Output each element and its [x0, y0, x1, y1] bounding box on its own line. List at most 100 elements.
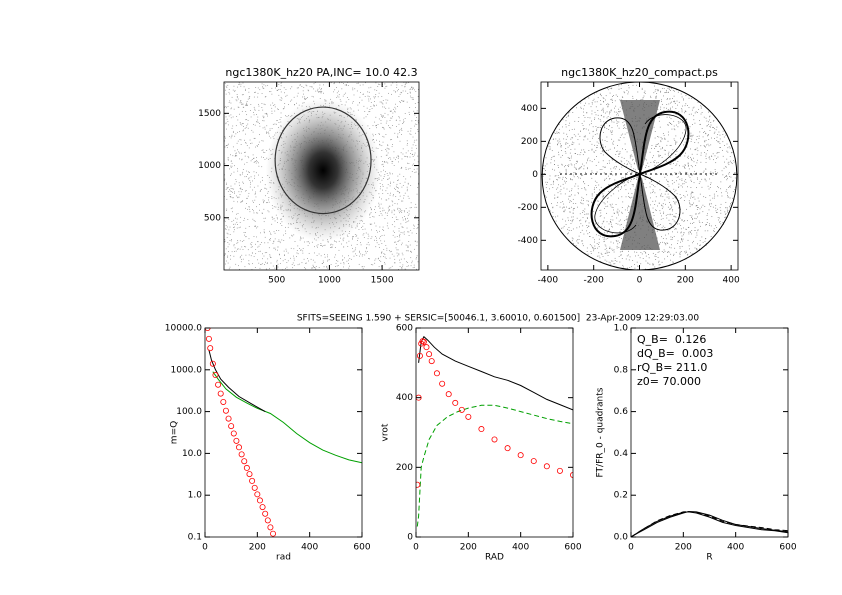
noise [406, 221, 408, 223]
noise [631, 171, 633, 173]
noise [676, 176, 678, 178]
noise [678, 183, 680, 185]
noise [292, 262, 294, 264]
noise [338, 96, 340, 98]
noise [415, 107, 416, 108]
noise [600, 209, 602, 211]
noise [382, 207, 384, 209]
noise [594, 187, 595, 189]
noise [648, 257, 650, 259]
noise [312, 259, 314, 261]
noise [684, 155, 686, 157]
noise [625, 196, 627, 198]
noise [672, 183, 674, 185]
noise [247, 123, 249, 125]
data-point [243, 464, 250, 471]
noise [621, 223, 622, 225]
noise [270, 91, 272, 93]
noise [704, 230, 706, 232]
noise [262, 140, 264, 142]
noise [657, 229, 658, 231]
noise [660, 141, 662, 143]
noise [385, 133, 387, 135]
noise [598, 246, 600, 248]
noise [588, 157, 590, 159]
noise [268, 199, 269, 201]
noise [406, 211, 408, 213]
noise [274, 87, 276, 89]
noise [267, 115, 268, 117]
noise [656, 93, 658, 94]
noise [649, 186, 651, 188]
noise [562, 183, 564, 185]
noise [726, 189, 728, 191]
noise [320, 91, 322, 93]
noise [722, 174, 724, 176]
noise [667, 92, 669, 93]
noise [622, 128, 624, 129]
noise [681, 219, 683, 221]
noise [277, 108, 278, 110]
noise [658, 264, 660, 266]
noise [233, 231, 235, 233]
noise [690, 232, 691, 233]
noise [595, 114, 597, 116]
noise [611, 215, 613, 217]
noise [249, 208, 251, 210]
noise [256, 160, 257, 162]
noise [576, 161, 578, 162]
noise [587, 168, 588, 170]
noise [602, 221, 604, 223]
noise [675, 113, 677, 115]
noise [600, 226, 602, 228]
noise [599, 147, 601, 149]
noise [575, 163, 577, 165]
noise [258, 144, 259, 145]
noise [277, 218, 279, 220]
noise [411, 251, 412, 253]
noise [322, 260, 324, 262]
noise [373, 216, 375, 218]
noise [597, 114, 599, 116]
noise [402, 153, 404, 155]
noise [362, 234, 364, 236]
noise [310, 258, 312, 260]
noise [583, 111, 584, 113]
noise [241, 110, 243, 112]
noise [226, 237, 228, 238]
noise [242, 200, 244, 202]
noise [658, 251, 660, 253]
noise [374, 209, 375, 210]
noise [410, 250, 412, 252]
noise [714, 131, 716, 133]
noise [366, 243, 368, 245]
noise [327, 241, 329, 243]
noise [286, 266, 288, 268]
noise [251, 159, 253, 160]
noise [600, 115, 602, 117]
noise [727, 177, 728, 179]
noise [406, 140, 408, 142]
noise [713, 120, 715, 121]
noise [382, 126, 383, 128]
noise [229, 189, 230, 191]
noise [237, 168, 238, 170]
noise [617, 95, 618, 97]
noise [610, 205, 612, 207]
noise [577, 206, 578, 208]
noise [682, 213, 684, 215]
noise [237, 170, 239, 172]
noise [602, 149, 604, 151]
noise [663, 249, 665, 251]
noise [562, 227, 564, 229]
noise [553, 138, 555, 140]
noise [593, 250, 595, 252]
noise [683, 144, 685, 146]
noise [629, 157, 631, 159]
noise [230, 174, 231, 176]
noise [393, 181, 395, 183]
noise [616, 151, 618, 152]
noise [340, 243, 342, 245]
noise [675, 143, 676, 145]
noise [657, 136, 658, 137]
